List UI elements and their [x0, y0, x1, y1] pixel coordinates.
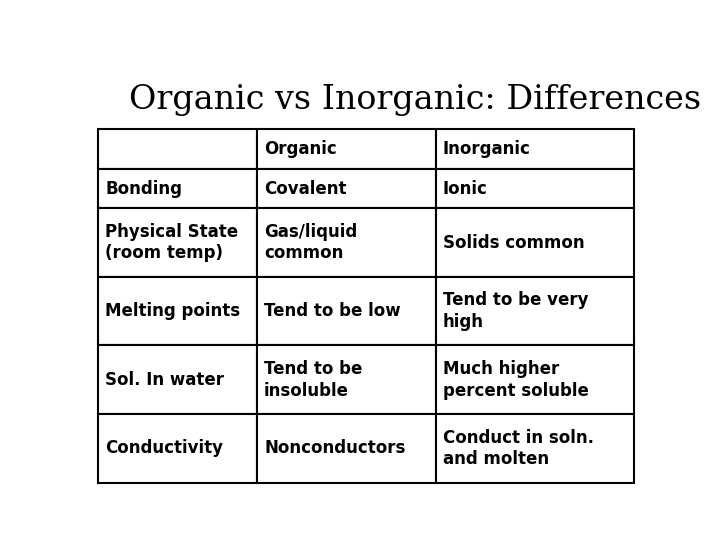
Text: Melting points: Melting points	[105, 302, 240, 320]
Text: Conductivity: Conductivity	[105, 440, 223, 457]
Bar	[258, 346, 436, 414]
Bar	[99, 346, 258, 414]
Text: Bonding: Bonding	[105, 179, 182, 198]
Bar	[258, 168, 436, 208]
Bar	[258, 414, 436, 483]
Bar	[436, 168, 634, 208]
Bar	[258, 129, 436, 168]
Text: Organic: Organic	[264, 140, 337, 158]
Text: Covalent: Covalent	[264, 179, 346, 198]
Text: Tend to be very
high: Tend to be very high	[443, 292, 588, 331]
Text: Gas/liquid
common: Gas/liquid common	[264, 223, 357, 262]
Text: Solids common: Solids common	[443, 234, 585, 252]
Text: Physical State
(room temp): Physical State (room temp)	[105, 223, 238, 262]
Bar	[99, 414, 258, 483]
Text: Nonconductors: Nonconductors	[264, 440, 405, 457]
Bar	[436, 208, 634, 277]
Bar	[436, 277, 634, 346]
Bar	[258, 208, 436, 277]
Bar	[258, 277, 436, 346]
Text: Tend to be
insoluble: Tend to be insoluble	[264, 360, 362, 400]
Bar	[99, 129, 258, 168]
Text: Much higher
percent soluble: Much higher percent soluble	[443, 360, 588, 400]
Text: Inorganic: Inorganic	[443, 140, 531, 158]
Bar	[436, 414, 634, 483]
Bar	[99, 277, 258, 346]
Text: Organic vs Inorganic: Differences: Organic vs Inorganic: Differences	[129, 84, 701, 116]
Text: Sol. In water: Sol. In water	[105, 371, 224, 389]
Text: Tend to be low: Tend to be low	[264, 302, 401, 320]
Text: Ionic: Ionic	[443, 179, 487, 198]
Bar	[436, 129, 634, 168]
Bar	[436, 346, 634, 414]
Bar	[99, 168, 258, 208]
Text: Conduct in soln.
and molten: Conduct in soln. and molten	[443, 429, 594, 468]
Bar	[99, 208, 258, 277]
